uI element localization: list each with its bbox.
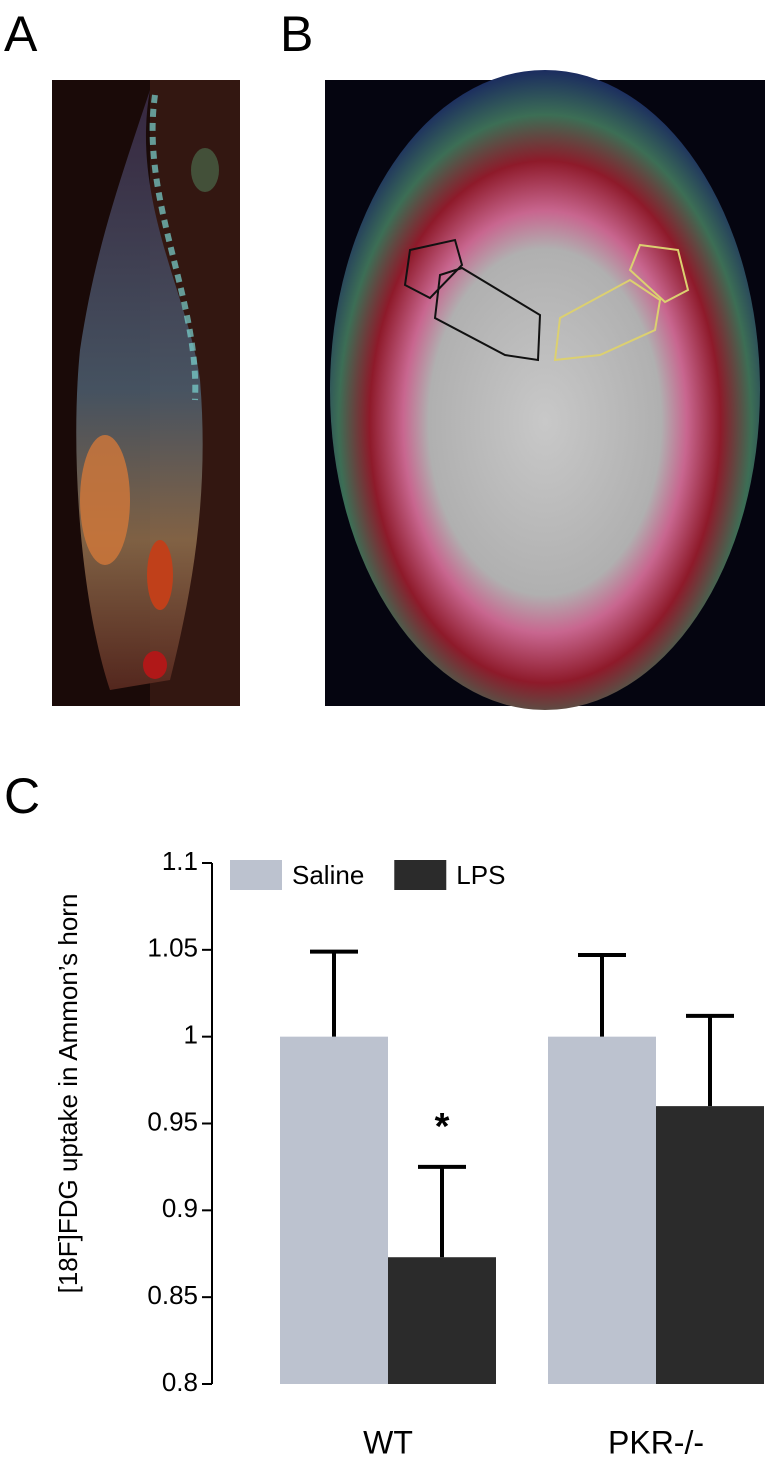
bar (656, 1106, 764, 1384)
y-tick-label: 0.95 (147, 1106, 198, 1136)
x-tick-label: WT (363, 1424, 413, 1460)
panel-label: B (280, 6, 313, 62)
legend-label: LPS (456, 860, 505, 890)
image-b (325, 70, 765, 710)
y-tick-label: 1.05 (147, 933, 198, 963)
image-a (52, 80, 240, 706)
y-tick-label: 1 (184, 1020, 198, 1050)
bar (548, 1036, 656, 1384)
bar (388, 1257, 496, 1384)
panel-label: C (4, 768, 40, 824)
legend-swatch (230, 860, 282, 890)
y-tick-label: 0.9 (162, 1193, 198, 1223)
legend-label: Saline (292, 860, 364, 890)
legend-swatch (394, 860, 447, 890)
y-tick-label: 0.8 (162, 1367, 198, 1397)
bar (280, 1036, 388, 1384)
y-axis-label: [18F]FDG uptake in Ammon’s horn (53, 894, 83, 1294)
y-tick-label: 0.85 (147, 1280, 198, 1310)
y-tick-label: 1.1 (162, 846, 198, 876)
x-tick-label: PKR-/- (608, 1424, 704, 1460)
panel-label: A (4, 6, 38, 62)
annotation: * (435, 1106, 450, 1148)
